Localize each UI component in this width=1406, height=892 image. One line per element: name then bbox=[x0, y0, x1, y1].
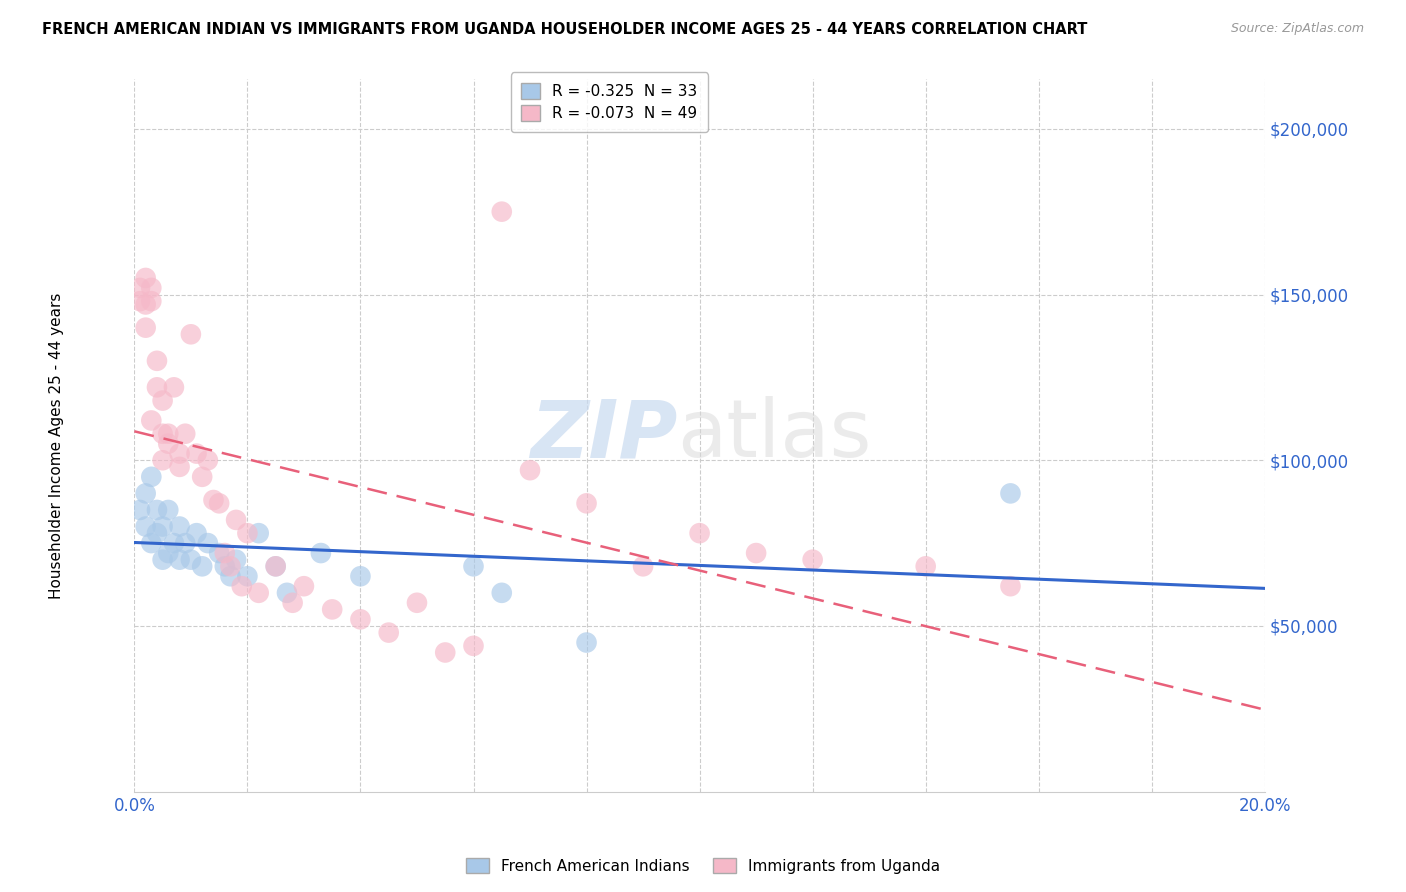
Point bbox=[152, 426, 174, 441]
Point bbox=[191, 470, 214, 484]
Point bbox=[135, 271, 157, 285]
Point bbox=[519, 463, 541, 477]
Point bbox=[174, 426, 197, 441]
Point bbox=[135, 486, 157, 500]
Point bbox=[129, 294, 152, 309]
Legend: R = -0.325  N = 33, R = -0.073  N = 49: R = -0.325 N = 33, R = -0.073 N = 49 bbox=[510, 72, 707, 132]
Point bbox=[186, 526, 208, 541]
Point bbox=[575, 635, 598, 649]
Point bbox=[186, 447, 208, 461]
Point bbox=[135, 519, 157, 533]
Point bbox=[197, 453, 219, 467]
Point bbox=[745, 546, 768, 560]
Point bbox=[169, 519, 191, 533]
Point bbox=[146, 526, 169, 541]
Point bbox=[146, 353, 169, 368]
Point bbox=[247, 526, 270, 541]
Point bbox=[491, 204, 513, 219]
Point bbox=[135, 297, 157, 311]
Point bbox=[157, 503, 180, 517]
Point bbox=[141, 413, 163, 427]
Point bbox=[292, 579, 315, 593]
Point bbox=[208, 496, 231, 510]
Point bbox=[141, 294, 163, 309]
Point bbox=[202, 493, 225, 508]
Point bbox=[631, 559, 654, 574]
Point bbox=[146, 503, 169, 517]
Point bbox=[141, 536, 163, 550]
Point bbox=[349, 612, 371, 626]
Text: ZIP: ZIP bbox=[530, 396, 676, 475]
Point bbox=[463, 639, 485, 653]
Point bbox=[225, 552, 247, 566]
Point bbox=[174, 536, 197, 550]
Point bbox=[349, 569, 371, 583]
Point bbox=[129, 503, 152, 517]
Point bbox=[276, 586, 298, 600]
Point bbox=[434, 645, 457, 659]
Point bbox=[135, 320, 157, 334]
Text: atlas: atlas bbox=[676, 396, 872, 475]
Point bbox=[146, 380, 169, 394]
Point bbox=[141, 470, 163, 484]
Point bbox=[208, 546, 231, 560]
Point bbox=[264, 559, 287, 574]
Point bbox=[1000, 486, 1022, 500]
Point bbox=[219, 569, 242, 583]
Point bbox=[157, 426, 180, 441]
Legend: French American Indians, Immigrants from Uganda: French American Indians, Immigrants from… bbox=[460, 852, 946, 880]
Point bbox=[163, 380, 186, 394]
Point bbox=[801, 552, 824, 566]
Point bbox=[129, 281, 152, 295]
Point bbox=[191, 559, 214, 574]
Point bbox=[236, 569, 259, 583]
Point bbox=[169, 447, 191, 461]
Point bbox=[463, 559, 485, 574]
Point bbox=[321, 602, 343, 616]
Point bbox=[689, 526, 711, 541]
Point bbox=[914, 559, 936, 574]
Point bbox=[231, 579, 253, 593]
Point bbox=[214, 546, 236, 560]
Point bbox=[169, 552, 191, 566]
Point bbox=[157, 546, 180, 560]
Point bbox=[219, 559, 242, 574]
Text: Householder Income Ages 25 - 44 years: Householder Income Ages 25 - 44 years bbox=[49, 293, 63, 599]
Point bbox=[163, 536, 186, 550]
Point bbox=[152, 393, 174, 408]
Point bbox=[377, 625, 399, 640]
Point bbox=[575, 496, 598, 510]
Point bbox=[169, 459, 191, 474]
Point bbox=[214, 559, 236, 574]
Point bbox=[141, 281, 163, 295]
Point bbox=[225, 513, 247, 527]
Point bbox=[157, 436, 180, 450]
Point bbox=[180, 327, 202, 342]
Point bbox=[180, 552, 202, 566]
Point bbox=[247, 586, 270, 600]
Point bbox=[264, 559, 287, 574]
Text: FRENCH AMERICAN INDIAN VS IMMIGRANTS FROM UGANDA HOUSEHOLDER INCOME AGES 25 - 44: FRENCH AMERICAN INDIAN VS IMMIGRANTS FRO… bbox=[42, 22, 1088, 37]
Point bbox=[406, 596, 429, 610]
Point bbox=[1000, 579, 1022, 593]
Point bbox=[281, 596, 304, 610]
Text: Source: ZipAtlas.com: Source: ZipAtlas.com bbox=[1230, 22, 1364, 36]
Point bbox=[491, 586, 513, 600]
Point bbox=[152, 552, 174, 566]
Point bbox=[309, 546, 332, 560]
Point bbox=[197, 536, 219, 550]
Point bbox=[236, 526, 259, 541]
Point bbox=[152, 519, 174, 533]
Point bbox=[152, 453, 174, 467]
